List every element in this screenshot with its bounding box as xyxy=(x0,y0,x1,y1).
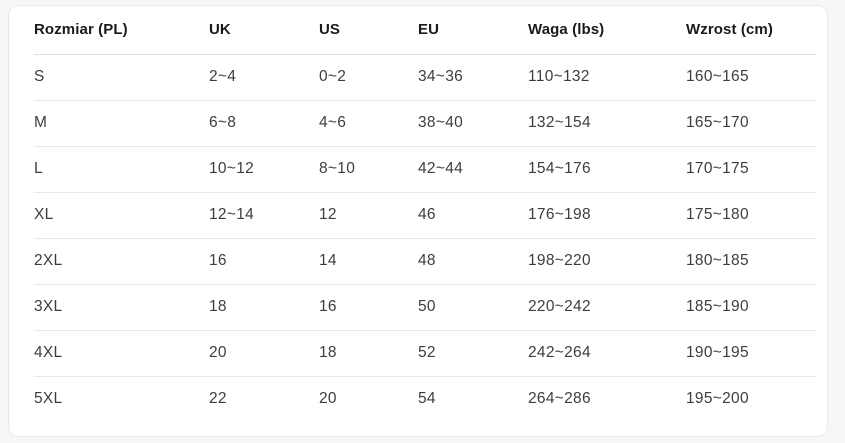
table-cell: 154~176 xyxy=(528,146,686,193)
table-cell: 3XL xyxy=(34,284,209,331)
table-cell: 2XL xyxy=(34,238,209,285)
table-row-2xl: 2XL 16 14 48 198~220 180~185 xyxy=(34,238,816,285)
table-cell: 0~2 xyxy=(319,54,418,101)
column-header-5: Wzrost (cm) xyxy=(686,6,816,55)
table-cell: 12~14 xyxy=(209,192,319,239)
table-row-l: L 10~12 8~10 42~44 154~176 170~175 xyxy=(34,146,816,193)
table-cell: 242~264 xyxy=(528,330,686,377)
table-cell: M xyxy=(34,100,209,147)
table-cell: 198~220 xyxy=(528,238,686,285)
table-row-m: M 6~8 4~6 38~40 132~154 165~170 xyxy=(34,100,816,147)
table-cell: 18 xyxy=(319,330,418,377)
table-cell: 110~132 xyxy=(528,54,686,101)
table-cell: S xyxy=(34,54,209,101)
table-cell: 165~170 xyxy=(686,100,816,147)
table-cell: 18 xyxy=(209,284,319,331)
size-chart-table: Rozmiar (PL) UK US EU Waga (lbs) Wzrost (cm) … xyxy=(34,6,816,422)
table-row-4xl: 4XL 20 18 52 242~264 190~195 xyxy=(34,330,816,377)
column-header-0: Rozmiar (PL) xyxy=(34,6,209,55)
size-chart-body: S 2~4 0~2 34~36 110~132 160~165 M 6~8 4~6 38~40 13… xyxy=(34,54,816,422)
table-row-s: S 2~4 0~2 34~36 110~132 160~165 xyxy=(34,54,816,101)
table-cell: 175~180 xyxy=(686,192,816,239)
table-cell: 38~40 xyxy=(418,100,528,147)
table-cell: 2~4 xyxy=(209,54,319,101)
table-cell: 48 xyxy=(418,238,528,285)
table-cell: 195~200 xyxy=(686,390,749,408)
table-cell: 34~36 xyxy=(418,54,528,101)
table-cell: 16 xyxy=(209,238,319,285)
table-cell: 52 xyxy=(418,330,528,377)
table-cell: 176~198 xyxy=(528,192,686,239)
table-cell: 170~175 xyxy=(686,146,816,193)
table-cell: 180~185 xyxy=(686,238,816,285)
header-row: Rozmiar (PL) UK US EU Waga (lbs) Wzrost (cm) xyxy=(34,6,816,55)
column-header-1: UK xyxy=(209,6,319,55)
table-row-xl: XL 12~14 12 46 176~198 175~180 xyxy=(34,192,816,239)
table-cell: 160~165 xyxy=(686,54,816,101)
table-cell: 185~190 xyxy=(686,284,816,331)
table-cell: 8~10 xyxy=(319,146,418,193)
column-header-2: US xyxy=(319,6,418,55)
table-cell: 5XL xyxy=(34,390,63,408)
table-cell: 264~286 xyxy=(528,390,591,408)
table-cell: 22 xyxy=(209,390,227,408)
table-cell: 220~242 xyxy=(528,284,686,331)
table-cell: 42~44 xyxy=(418,146,528,193)
table-row-5xl: 5XL 22 20 54 264~286 195~200 xyxy=(34,376,816,422)
table-cell: 10~12 xyxy=(209,146,319,193)
table-cell: 50 xyxy=(418,284,528,331)
table-cell: 4~6 xyxy=(319,100,418,147)
table-cell: 20 xyxy=(319,390,337,408)
table-cell: 54 xyxy=(418,390,436,408)
table-cell: 132~154 xyxy=(528,100,686,147)
table-row-3xl: 3XL 18 16 50 220~242 185~190 xyxy=(34,284,816,331)
table-cell: 6~8 xyxy=(209,100,319,147)
table-cell: 190~195 xyxy=(686,330,816,377)
column-header-4: Waga (lbs) xyxy=(528,6,686,55)
size-chart-card: Rozmiar (PL) UK US EU Waga (lbs) Wzrost (cm) … xyxy=(8,5,828,437)
size-chart-header: Rozmiar (PL) UK US EU Waga (lbs) Wzrost (cm) xyxy=(34,6,816,55)
column-header-3: EU xyxy=(418,6,528,55)
table-cell: 12 xyxy=(319,192,418,239)
table-cell: XL xyxy=(34,192,209,239)
table-cell: 16 xyxy=(319,284,418,331)
table-cell: 4XL xyxy=(34,330,209,377)
table-cell: 46 xyxy=(418,192,528,239)
table-cell: L xyxy=(34,146,209,193)
table-cell: 14 xyxy=(319,238,418,285)
table-cell: 20 xyxy=(209,330,319,377)
